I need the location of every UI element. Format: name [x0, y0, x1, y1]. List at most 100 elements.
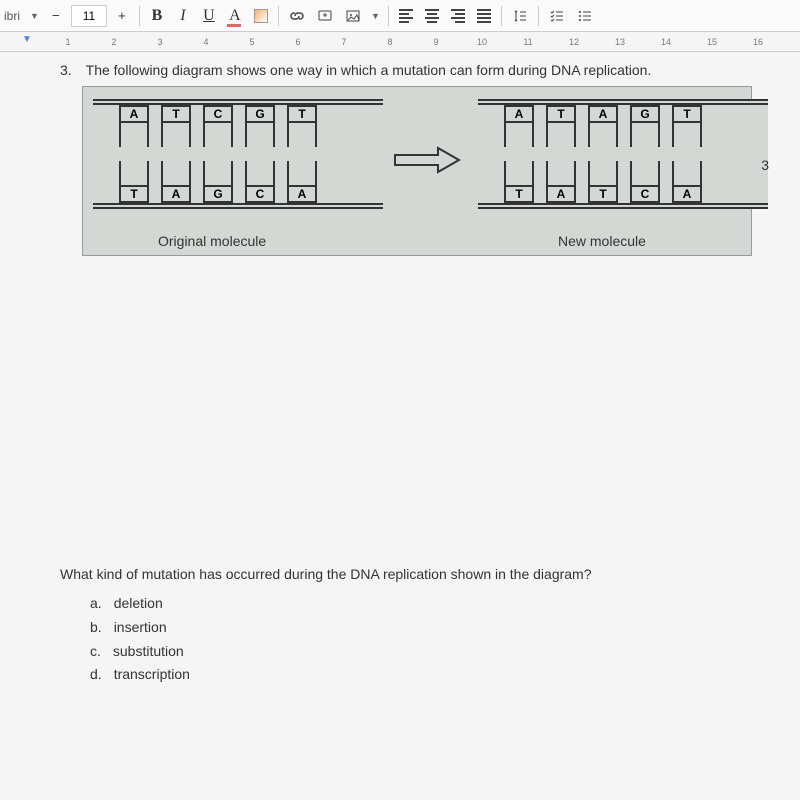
base-pair: A — [666, 161, 708, 203]
backbone-bottom — [93, 203, 383, 209]
base-pair: A — [582, 105, 624, 147]
align-center-icon — [425, 9, 439, 23]
indent-marker-icon[interactable]: ▼ — [22, 34, 32, 45]
base-pair: G — [624, 105, 666, 147]
chevron-down-icon[interactable]: ▼ — [28, 11, 41, 21]
checklist-button[interactable] — [545, 4, 569, 28]
option-letter: b. — [90, 619, 102, 635]
base-label: C — [245, 185, 275, 203]
align-left-icon — [399, 9, 413, 23]
base-stem — [504, 123, 534, 147]
ruler-number: 15 — [707, 37, 717, 47]
question-line: 3. The following diagram shows one way i… — [60, 62, 760, 78]
ruler-number: 11 — [523, 37, 532, 47]
align-right-icon — [451, 9, 465, 23]
mc-option: a. deletion — [90, 592, 760, 616]
line-spacing-button[interactable] — [508, 4, 532, 28]
base-pair: C — [239, 161, 281, 203]
base-stem — [161, 161, 191, 185]
original-top-strand: ATCGT — [113, 105, 323, 147]
original-bottom-strand: TAGCA — [113, 161, 323, 203]
base-label: T — [161, 105, 191, 123]
base-label: T — [119, 185, 149, 203]
base-label: T — [546, 105, 576, 123]
base-pair: T — [281, 105, 323, 147]
base-stem — [287, 161, 317, 185]
question-number: 3. — [60, 62, 82, 78]
base-pair: A — [281, 161, 323, 203]
align-left-button[interactable] — [395, 4, 417, 28]
separator — [538, 6, 539, 26]
option-letter: a. — [90, 595, 102, 611]
ruler-number: 5 — [249, 37, 254, 47]
document-page: 3. The following diagram shows one way i… — [0, 52, 800, 800]
highlight-button[interactable] — [250, 4, 272, 28]
underline-button[interactable]: U — [198, 4, 220, 28]
ruler-number: 13 — [615, 37, 625, 47]
base-label: A — [287, 185, 317, 203]
link-icon — [289, 8, 305, 24]
base-pair: T — [666, 105, 708, 147]
insert-link-button[interactable] — [285, 4, 309, 28]
bold-button[interactable]: B — [146, 4, 168, 28]
mc-prompt: What kind of mutation has occurred durin… — [60, 566, 760, 582]
dna-structure: ATAGT TATCA — [478, 99, 768, 209]
line-spacing-icon — [512, 8, 528, 24]
base-stem — [546, 123, 576, 147]
dna-new: ATAGT TATCA — [478, 99, 768, 209]
horizontal-ruler: ▼ 12345678910111213141516 — [0, 32, 800, 52]
original-label: Original molecule — [158, 233, 266, 249]
base-pair: G — [197, 161, 239, 203]
separator — [278, 6, 279, 26]
base-pair: A — [540, 161, 582, 203]
checklist-icon — [549, 8, 565, 24]
align-right-button[interactable] — [447, 4, 469, 28]
base-stem — [119, 123, 149, 147]
font-size-increase-button[interactable]: + — [111, 4, 133, 28]
ruler-number: 4 — [203, 37, 208, 47]
base-stem — [245, 161, 275, 185]
arrow-icon — [393, 145, 463, 175]
ruler-number: 7 — [341, 37, 346, 47]
base-label: T — [287, 105, 317, 123]
base-stem — [245, 123, 275, 147]
ruler-number: 2 — [111, 37, 116, 47]
base-stem — [546, 161, 576, 185]
insert-comment-button[interactable] — [313, 4, 337, 28]
separator — [388, 6, 389, 26]
font-color-button[interactable]: A — [224, 4, 246, 28]
base-label: G — [630, 105, 660, 123]
mc-option: b.insertion — [90, 616, 760, 640]
align-center-button[interactable] — [421, 4, 443, 28]
mc-option: c. substitution — [90, 640, 760, 664]
new-top-strand: ATAGT — [498, 105, 708, 147]
font-size-input[interactable] — [71, 5, 107, 27]
new-bottom-strand: TATCA — [498, 161, 708, 203]
base-pair: T — [113, 161, 155, 203]
ruler-number: 12 — [569, 37, 579, 47]
highlight-icon — [254, 9, 268, 23]
base-stem — [672, 161, 702, 185]
bullet-list-button[interactable] — [573, 4, 597, 28]
option-text: transcription — [114, 666, 190, 682]
base-label: A — [161, 185, 191, 203]
base-stem — [161, 123, 191, 147]
chevron-down-icon[interactable]: ▼ — [369, 11, 382, 21]
italic-button[interactable]: I — [172, 4, 194, 28]
side-number: 3 — [761, 157, 769, 173]
font-size-decrease-button[interactable]: − — [45, 4, 67, 28]
base-stem — [630, 161, 660, 185]
ruler-number: 9 — [433, 37, 438, 47]
dna-diagram: ATCGT TAGCA ATAGT TATCA Original molecul… — [82, 86, 752, 256]
option-text: deletion — [114, 595, 163, 611]
new-label: New molecule — [558, 233, 646, 249]
base-stem — [504, 161, 534, 185]
mc-option: d.transcription — [90, 663, 760, 687]
ruler-number: 6 — [295, 37, 300, 47]
align-justify-button[interactable] — [473, 4, 495, 28]
base-stem — [672, 123, 702, 147]
option-text: substitution — [113, 643, 184, 659]
insert-image-button[interactable] — [341, 4, 365, 28]
option-letter: c. — [90, 643, 101, 659]
base-stem — [588, 123, 618, 147]
